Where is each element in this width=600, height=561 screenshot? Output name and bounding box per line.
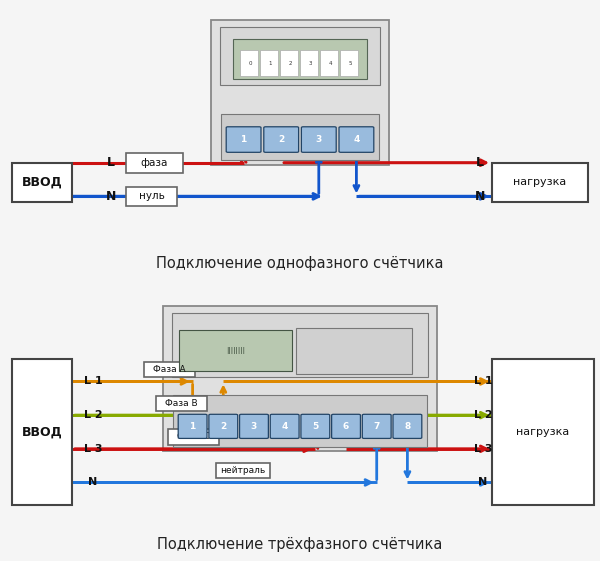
FancyBboxPatch shape — [233, 39, 367, 79]
Text: 4: 4 — [281, 422, 288, 431]
Text: 4: 4 — [353, 135, 359, 144]
Text: нуль: нуль — [139, 191, 164, 201]
Text: 4: 4 — [328, 61, 332, 66]
Text: 7: 7 — [374, 422, 380, 431]
FancyBboxPatch shape — [209, 414, 238, 439]
FancyBboxPatch shape — [393, 414, 422, 439]
FancyBboxPatch shape — [221, 114, 379, 160]
Text: 3: 3 — [316, 135, 322, 144]
FancyBboxPatch shape — [339, 127, 374, 153]
Text: ВВОД: ВВОД — [22, 176, 62, 189]
FancyBboxPatch shape — [320, 50, 338, 76]
FancyBboxPatch shape — [216, 463, 270, 478]
Text: 2: 2 — [288, 61, 292, 66]
FancyBboxPatch shape — [220, 27, 380, 85]
Text: нагрузка: нагрузка — [514, 177, 566, 187]
Text: 2: 2 — [278, 135, 284, 144]
FancyBboxPatch shape — [178, 414, 207, 439]
Text: L: L — [476, 156, 484, 169]
Text: 1: 1 — [241, 135, 247, 144]
FancyBboxPatch shape — [12, 359, 72, 505]
FancyBboxPatch shape — [226, 127, 261, 153]
Text: L 2: L 2 — [83, 410, 103, 420]
Text: N: N — [475, 190, 485, 203]
Text: 8: 8 — [404, 422, 410, 431]
Text: 3: 3 — [308, 61, 312, 66]
FancyBboxPatch shape — [301, 414, 330, 439]
Text: L 3: L 3 — [84, 444, 102, 454]
Text: ||||||||: |||||||| — [226, 347, 245, 354]
FancyBboxPatch shape — [264, 127, 299, 153]
Text: 2: 2 — [220, 422, 226, 431]
FancyBboxPatch shape — [179, 330, 292, 371]
Text: L 1: L 1 — [83, 376, 103, 387]
FancyBboxPatch shape — [211, 20, 389, 165]
Text: N: N — [88, 477, 98, 488]
FancyBboxPatch shape — [332, 414, 361, 439]
FancyBboxPatch shape — [260, 50, 278, 76]
FancyBboxPatch shape — [492, 359, 594, 505]
Text: N: N — [478, 477, 488, 488]
Text: N: N — [106, 190, 116, 203]
Text: Подключение трёхфазного счётчика: Подключение трёхфазного счётчика — [157, 537, 443, 551]
FancyBboxPatch shape — [362, 414, 391, 439]
FancyBboxPatch shape — [163, 306, 437, 451]
Text: L: L — [107, 156, 115, 169]
Text: L 2: L 2 — [473, 410, 493, 420]
FancyBboxPatch shape — [280, 50, 298, 76]
FancyBboxPatch shape — [173, 395, 427, 447]
Text: Фаза А: Фаза А — [153, 365, 186, 374]
Text: нейтраль: нейтраль — [220, 466, 266, 475]
FancyBboxPatch shape — [270, 414, 299, 439]
Text: L 1: L 1 — [473, 376, 493, 387]
FancyBboxPatch shape — [172, 313, 428, 377]
FancyBboxPatch shape — [168, 429, 219, 444]
Text: ВВОД: ВВОД — [22, 425, 62, 439]
Text: 0: 0 — [248, 61, 252, 66]
Text: L 3: L 3 — [474, 444, 492, 454]
Text: 3: 3 — [251, 422, 257, 431]
FancyBboxPatch shape — [492, 163, 588, 202]
Text: нагрузка: нагрузка — [517, 427, 569, 437]
FancyBboxPatch shape — [240, 50, 257, 76]
Text: Фаза С: Фаза С — [177, 433, 210, 442]
FancyBboxPatch shape — [156, 396, 207, 411]
Text: 5: 5 — [312, 422, 319, 431]
FancyBboxPatch shape — [239, 414, 268, 439]
FancyBboxPatch shape — [300, 50, 317, 76]
Text: 6: 6 — [343, 422, 349, 431]
FancyBboxPatch shape — [144, 362, 195, 377]
FancyBboxPatch shape — [296, 328, 412, 374]
FancyBboxPatch shape — [126, 187, 177, 206]
Text: 1: 1 — [190, 422, 196, 431]
Text: Фаза В: Фаза В — [165, 399, 198, 408]
Text: фаза: фаза — [141, 158, 168, 168]
Text: 5: 5 — [348, 61, 352, 66]
FancyBboxPatch shape — [301, 127, 336, 153]
FancyBboxPatch shape — [126, 153, 183, 173]
Text: Подключение однофазного счётчика: Подключение однофазного счётчика — [156, 256, 444, 271]
Text: 1: 1 — [268, 61, 272, 66]
FancyBboxPatch shape — [340, 50, 358, 76]
FancyBboxPatch shape — [12, 163, 72, 202]
